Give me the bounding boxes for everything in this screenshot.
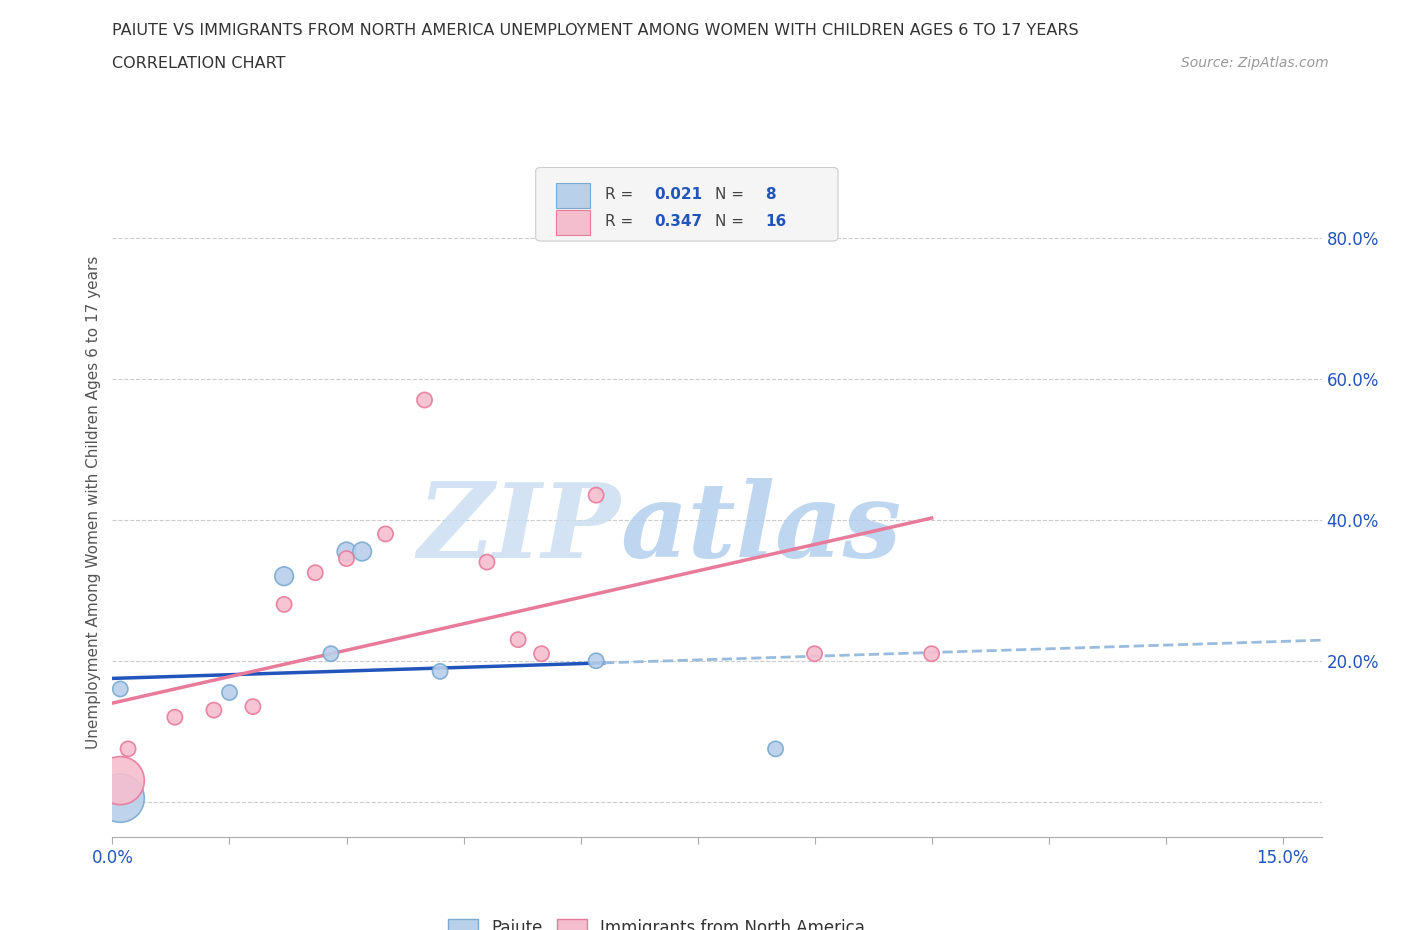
Point (803, 646, 825, 661)
Text: atlas: atlas (620, 478, 901, 579)
Text: R =: R = (605, 187, 633, 203)
FancyBboxPatch shape (536, 167, 838, 241)
Point (110, 682, 132, 697)
Point (110, 773, 132, 788)
Text: N =: N = (714, 214, 744, 229)
Text: CORRELATION CHART: CORRELATION CHART (112, 56, 285, 71)
Point (218, 685, 240, 700)
Point (202, 703, 225, 718)
FancyBboxPatch shape (557, 209, 591, 235)
Text: PAIUTE VS IMMIGRANTS FROM NORTH AMERICA UNEMPLOYMENT AMONG WOMEN WITH CHILDREN A: PAIUTE VS IMMIGRANTS FROM NORTH AMERICA … (112, 23, 1080, 38)
Point (110, 790, 132, 805)
Point (242, 699, 264, 714)
Text: N =: N = (714, 187, 744, 203)
Point (273, 597, 295, 612)
Point (765, 741, 787, 756)
Text: 8: 8 (765, 187, 776, 203)
Text: R =: R = (605, 214, 633, 229)
Point (921, 646, 943, 661)
Point (508, 632, 530, 647)
Point (117, 741, 139, 756)
FancyBboxPatch shape (557, 183, 591, 208)
Point (475, 554, 498, 569)
Point (585, 654, 607, 669)
Point (273, 569, 295, 584)
Text: Source: ZipAtlas.com: Source: ZipAtlas.com (1181, 56, 1329, 70)
Point (335, 551, 357, 566)
Point (352, 544, 374, 559)
Text: ZIP: ZIP (418, 478, 620, 579)
Point (304, 565, 326, 580)
Point (374, 526, 396, 541)
Point (319, 646, 342, 661)
Text: 0.021: 0.021 (654, 187, 703, 203)
Point (585, 487, 607, 502)
Legend: Paiute, Immigrants from North America: Paiute, Immigrants from North America (441, 912, 872, 930)
Point (335, 544, 357, 559)
Point (429, 664, 451, 679)
Point (530, 646, 553, 661)
Point (413, 392, 436, 407)
Text: 0.347: 0.347 (654, 214, 703, 229)
Point (163, 710, 186, 724)
Text: 16: 16 (765, 214, 787, 229)
Y-axis label: Unemployment Among Women with Children Ages 6 to 17 years: Unemployment Among Women with Children A… (86, 256, 101, 749)
